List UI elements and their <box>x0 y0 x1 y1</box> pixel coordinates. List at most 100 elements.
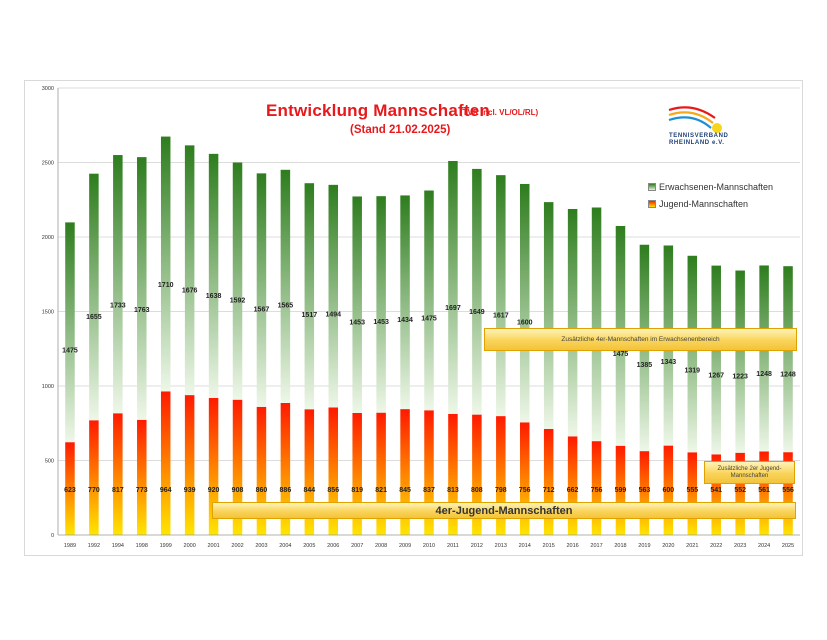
bar-adult-2003 <box>256 173 267 407</box>
x-tick-label-1989: 1989 <box>64 543 76 549</box>
label-adult-1999: 1710 <box>158 282 174 289</box>
bar-youth-2017 <box>591 441 602 535</box>
label-adult-2009: 1434 <box>397 317 413 324</box>
x-tick-label-2020: 2020 <box>662 543 674 549</box>
chart-legend: Erwachsenen-Mannschaften Jugend-Mannscha… <box>648 178 773 212</box>
bar-youth-2005 <box>304 409 315 535</box>
label-youth-1992: 770 <box>88 487 100 494</box>
bar-adult-1994 <box>113 155 123 414</box>
label-adult-2010: 1475 <box>421 315 437 322</box>
label-youth-2000: 939 <box>184 487 196 494</box>
bar-youth-2018 <box>615 445 626 535</box>
legend-label-youth: Jugend-Mannschaften <box>659 198 749 209</box>
x-tick-label-2003: 2003 <box>255 543 267 549</box>
bar-adult-2025 <box>783 266 793 453</box>
label-youth-2020: 600 <box>663 487 675 494</box>
bar-youth-2006 <box>328 407 339 535</box>
x-tick-label-2017: 2017 <box>590 543 602 549</box>
label-youth-2010: 837 <box>423 487 435 494</box>
chart-subtitle: (Stand 21.02.2025) <box>350 124 451 136</box>
label-adult-1994: 1733 <box>110 302 126 309</box>
label-youth-1998: 773 <box>136 487 148 494</box>
x-tick-label-2007: 2007 <box>351 543 363 549</box>
label-adult-2008: 1453 <box>373 319 389 326</box>
x-tick-label-2005: 2005 <box>303 543 315 549</box>
bar-adult-2009 <box>400 195 410 410</box>
label-adult-2018: 1475 <box>613 351 629 358</box>
bar-youth-2025 <box>783 452 793 535</box>
label-youth-2012: 808 <box>471 487 483 494</box>
bar-youth-1992 <box>89 420 99 535</box>
bar-youth-2019 <box>639 451 650 535</box>
chart-title-note: (TVR incl. VL/OL/RL) <box>460 108 539 117</box>
label-youth-1989: 623 <box>64 487 76 494</box>
bar-adult-2006 <box>328 184 339 408</box>
bar-adult-1989 <box>65 222 75 443</box>
legend-swatch-adult <box>648 182 656 191</box>
y-tick-label-500: 500 <box>45 459 54 465</box>
label-youth-2016: 662 <box>567 487 579 494</box>
label-youth-2025: 556 <box>782 487 794 494</box>
x-tick-label-2009: 2009 <box>399 543 411 549</box>
y-tick-label-2000: 2000 <box>42 235 54 241</box>
bar-youth-1989 <box>65 442 75 535</box>
bar-adult-2002 <box>232 162 243 400</box>
label-adult-2022: 1267 <box>708 373 724 380</box>
bar-adult-2022 <box>711 265 721 455</box>
axes: 0 500 1000 1500 2000 2500 3000 1989 1992 1994 1998… <box>42 86 800 549</box>
chart-title: Entwicklung Mannschaften <box>266 101 490 120</box>
x-tick-label-2021: 2021 <box>686 543 698 549</box>
bar-adult-2023 <box>735 270 745 453</box>
bar-youth-2020 <box>663 445 674 535</box>
bar-adult-2001 <box>208 153 219 398</box>
x-tick-label-1999: 1999 <box>160 543 172 549</box>
tennisverband-logo-icon <box>668 106 722 133</box>
label-youth-2003: 860 <box>256 487 268 494</box>
bar-youth-2002 <box>232 399 243 535</box>
logo-text-line1: TENNISVERBAND <box>669 133 729 139</box>
bar-adult-2012 <box>472 168 482 415</box>
bar-youth-2024 <box>759 451 769 535</box>
label-adult-2024: 1248 <box>756 371 772 378</box>
x-tick-label-2013: 2013 <box>495 543 507 549</box>
legend-item-adult: Erwachsenen-Mannschaften <box>648 178 773 195</box>
label-adult-1998: 1763 <box>134 307 150 314</box>
x-tick-label-2010: 2010 <box>423 543 435 549</box>
label-adult-1989: 1475 <box>62 347 78 354</box>
label-youth-2022: 541 <box>710 487 722 494</box>
y-tick-label-2500: 2500 <box>42 161 54 167</box>
x-tick-label-2022: 2022 <box>710 543 722 549</box>
annotation-youth-2er: Zusätzliche 2er Jugend-Mannschaften <box>704 461 795 484</box>
x-tick-label-2012: 2012 <box>471 543 483 549</box>
annotation-youth-4er: 4er-Jugend-Mannschaften <box>212 502 796 519</box>
label-youth-2013: 798 <box>495 487 507 494</box>
gridlines <box>58 87 800 461</box>
bar-adult-2007 <box>352 196 362 413</box>
x-tick-label-1992: 1992 <box>88 543 100 549</box>
legend-item-youth: Jugend-Mannschaften <box>648 195 773 212</box>
label-youth-2017: 756 <box>591 487 603 494</box>
legend-swatch-youth <box>648 199 656 208</box>
label-adult-2019: 1385 <box>637 362 653 369</box>
label-youth-2007: 819 <box>351 487 363 494</box>
label-youth-2005: 844 <box>303 487 315 494</box>
label-youth-1999: 964 <box>160 487 172 494</box>
x-tick-label-2000: 2000 <box>184 543 196 549</box>
bar-youth-2022 <box>711 454 721 535</box>
x-tick-label-2025: 2025 <box>782 543 794 549</box>
bar-youth-1999 <box>160 391 171 535</box>
bar-youth-2008 <box>376 412 386 535</box>
bar-adult-2010 <box>424 190 434 411</box>
bar-youth-2010 <box>424 410 434 535</box>
bar-youth-1994 <box>113 413 123 535</box>
bar-youth-2023 <box>735 452 745 535</box>
label-youth-2004: 886 <box>280 487 292 494</box>
x-tick-label-2002: 2002 <box>231 543 243 549</box>
x-tick-label-2006: 2006 <box>327 543 339 549</box>
bar-youth-2021 <box>687 452 698 535</box>
bar-adult-2008 <box>376 196 386 413</box>
label-adult-2003: 1567 <box>254 306 270 313</box>
bar-adult-2000 <box>184 145 195 396</box>
annotation-adult-4er: Zusätzliche 4er-Mannschaften im Erwachse… <box>484 328 797 351</box>
